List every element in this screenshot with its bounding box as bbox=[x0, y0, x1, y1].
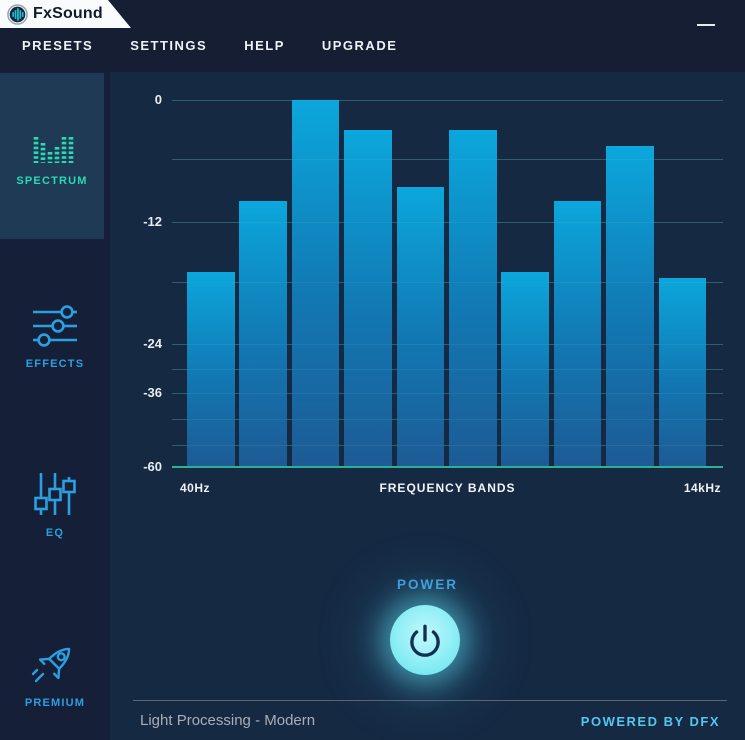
menu-item-help[interactable]: HELP bbox=[244, 38, 285, 53]
gridline bbox=[172, 392, 723, 394]
rocket-icon bbox=[31, 647, 71, 683]
sidebar-item-label: SPECTRUM bbox=[16, 175, 88, 187]
spectrum-bar bbox=[606, 146, 654, 467]
vertical-sliders-icon bbox=[34, 473, 76, 515]
gridline-overlay bbox=[172, 221, 723, 223]
plot-area bbox=[172, 100, 723, 468]
sidebar-item-premium[interactable]: PREMIUM bbox=[0, 617, 110, 733]
spectrum-bar bbox=[291, 100, 340, 467]
gridline-overlay bbox=[172, 282, 723, 284]
gridline bbox=[172, 159, 723, 161]
horizontal-sliders-icon bbox=[33, 305, 77, 347]
fxsound-logo-icon bbox=[7, 3, 28, 25]
spectrum-bar bbox=[449, 129, 497, 467]
gridline-overlay bbox=[172, 369, 723, 370]
y-tick-label: -60 bbox=[143, 459, 162, 474]
spectrum-bars-icon bbox=[33, 137, 74, 163]
gridline-overlay bbox=[172, 159, 723, 161]
sidebar-item-label: EFFECTS bbox=[25, 358, 85, 370]
sidebar-item-eq[interactable]: EQ bbox=[0, 450, 110, 560]
spectrum-bar bbox=[553, 200, 602, 467]
gridline-overlay bbox=[172, 392, 723, 394]
sidebar-item-label: EQ bbox=[45, 527, 65, 539]
spectrum-bar bbox=[239, 200, 287, 467]
gridline bbox=[172, 369, 723, 370]
sidebar-item-effects[interactable]: EFFECTS bbox=[0, 282, 110, 392]
sidebar: SPECTRUM EFFECTS EQ bbox=[0, 72, 110, 740]
y-tick-label: -24 bbox=[143, 336, 162, 352]
gridline bbox=[172, 221, 723, 223]
title-bar: FxSound PRESETS SETTINGS HELP UPGRADE bbox=[0, 0, 745, 72]
gridline bbox=[172, 444, 723, 446]
gridline-overlay bbox=[172, 444, 723, 446]
x-min-label: 40Hz bbox=[180, 481, 211, 495]
x-axis-title: FREQUENCY BANDS bbox=[379, 481, 516, 495]
gridline bbox=[172, 418, 723, 420]
fxsound-logo: FxSound bbox=[0, 0, 131, 28]
gridline-overlay bbox=[172, 344, 723, 346]
menu-item-settings[interactable]: SETTINGS bbox=[130, 38, 208, 53]
gridline-overlay bbox=[172, 100, 723, 101]
x-max-label: 14kHz bbox=[683, 481, 721, 495]
footer-divider bbox=[133, 700, 727, 701]
menu-item-presets[interactable]: PRESETS bbox=[22, 38, 94, 53]
gridline bbox=[172, 344, 723, 346]
y-tick-label: -12 bbox=[143, 213, 162, 229]
y-tick-label: -36 bbox=[143, 384, 162, 400]
sidebar-item-label: PREMIUM bbox=[24, 697, 86, 709]
power-label: POWER bbox=[396, 577, 458, 592]
spectrum-bar bbox=[187, 272, 235, 467]
spectrum-bar bbox=[344, 129, 392, 467]
sidebar-item-spectrum[interactable]: SPECTRUM bbox=[0, 73, 104, 239]
current-preset-label: Light Processing - Modern bbox=[140, 712, 316, 729]
main-panel: 0 -12 -24 -36 -60 40Hz FREQUENCY BANDS 14kHz… bbox=[110, 72, 745, 740]
x-axis-baseline bbox=[172, 466, 723, 468]
x-axis-labels: 40Hz FREQUENCY BANDS 14kHz bbox=[172, 481, 723, 497]
gridline bbox=[172, 282, 723, 284]
power-button[interactable] bbox=[390, 605, 460, 675]
powered-by-dfx-label: POWERED BY DFX bbox=[580, 714, 720, 729]
gridline bbox=[172, 100, 723, 101]
gridline-overlay bbox=[172, 418, 723, 420]
y-tick-label: 0 bbox=[154, 92, 162, 107]
spectrum-bar bbox=[396, 187, 445, 467]
spectrum-chart: 0 -12 -24 -36 -60 bbox=[110, 92, 745, 474]
menu-item-upgrade[interactable]: UPGRADE bbox=[321, 38, 398, 53]
menu-bar: PRESETS SETTINGS HELP UPGRADE bbox=[22, 38, 397, 53]
spectrum-bar bbox=[658, 278, 707, 467]
spectrum-bar bbox=[501, 272, 549, 467]
minimize-icon bbox=[697, 23, 715, 26]
logo-text: FxSound bbox=[33, 5, 103, 22]
power-icon bbox=[410, 624, 440, 657]
minimize-button[interactable] bbox=[697, 14, 717, 28]
